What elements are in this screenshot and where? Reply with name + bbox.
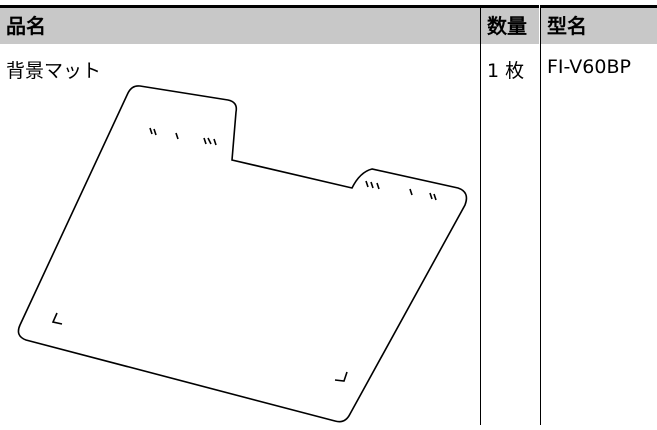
quantity: 1 枚 [487, 60, 525, 82]
column-divider [540, 5, 541, 425]
header-cell: 品名 [0, 5, 480, 44]
header-cell: 型名 [541, 5, 657, 44]
item-name: 背景マット [6, 60, 102, 82]
header-cell: 数量 [481, 5, 539, 44]
model-name: FI-V60BP [547, 56, 631, 78]
mat-illustration [17, 85, 468, 423]
column-divider [480, 5, 481, 425]
